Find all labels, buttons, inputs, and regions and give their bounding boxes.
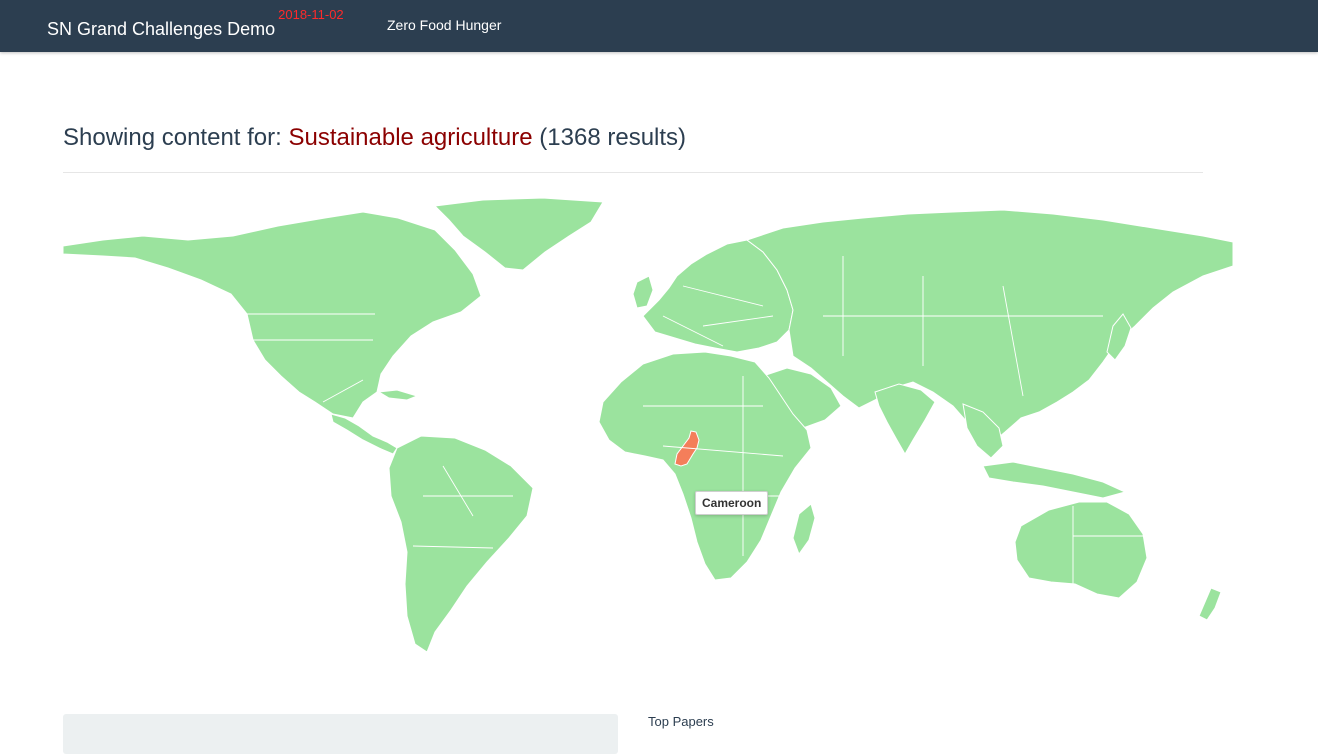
country-central-america[interactable] [330,413,398,455]
heading-divider [63,172,1203,173]
country-borders [247,256,1143,584]
heading-results-count: (1368 results) [539,124,687,151]
country-north-america[interactable] [63,211,482,419]
brand-date: 2018-11-02 [278,7,344,22]
country-southeast-asia[interactable] [962,403,1004,459]
country-indonesia[interactable] [982,461,1127,499]
country-japan[interactable] [1106,313,1132,361]
heading-prefix: Showing content for: [63,124,289,151]
country-cuba[interactable] [377,389,419,401]
country-africa[interactable] [598,351,812,581]
country-united-kingdom[interactable] [632,275,654,309]
country-cameroon[interactable] [674,430,700,467]
brand-title: SN Grand Challenges Demo [47,19,276,39]
country-australia[interactable] [1014,501,1148,599]
world-map-svg [63,197,1233,653]
country-new-zealand[interactable] [1198,587,1222,621]
page-heading: Showing content for: Sustainable agricul… [63,123,686,153]
top-navbar: SN Grand Challenges Demo2018-11-02 Zero … [0,0,1318,52]
country-greenland[interactable] [433,197,604,271]
top-papers-heading: Top Papers [648,714,714,729]
heading-topic: Sustainable agriculture [288,124,533,151]
nav-link-zero-food-hunger[interactable]: Zero Food Hunger [387,17,502,33]
country-asia[interactable] [745,209,1233,443]
country-south-america[interactable] [388,435,534,653]
brand-link[interactable]: SN Grand Challenges Demo2018-11-02 [47,7,344,41]
map-tooltip: Cameroon [695,491,769,515]
country-india[interactable] [874,383,936,456]
country-madagascar[interactable] [792,503,816,556]
world-map[interactable] [63,196,1233,658]
results-panel [63,714,618,754]
